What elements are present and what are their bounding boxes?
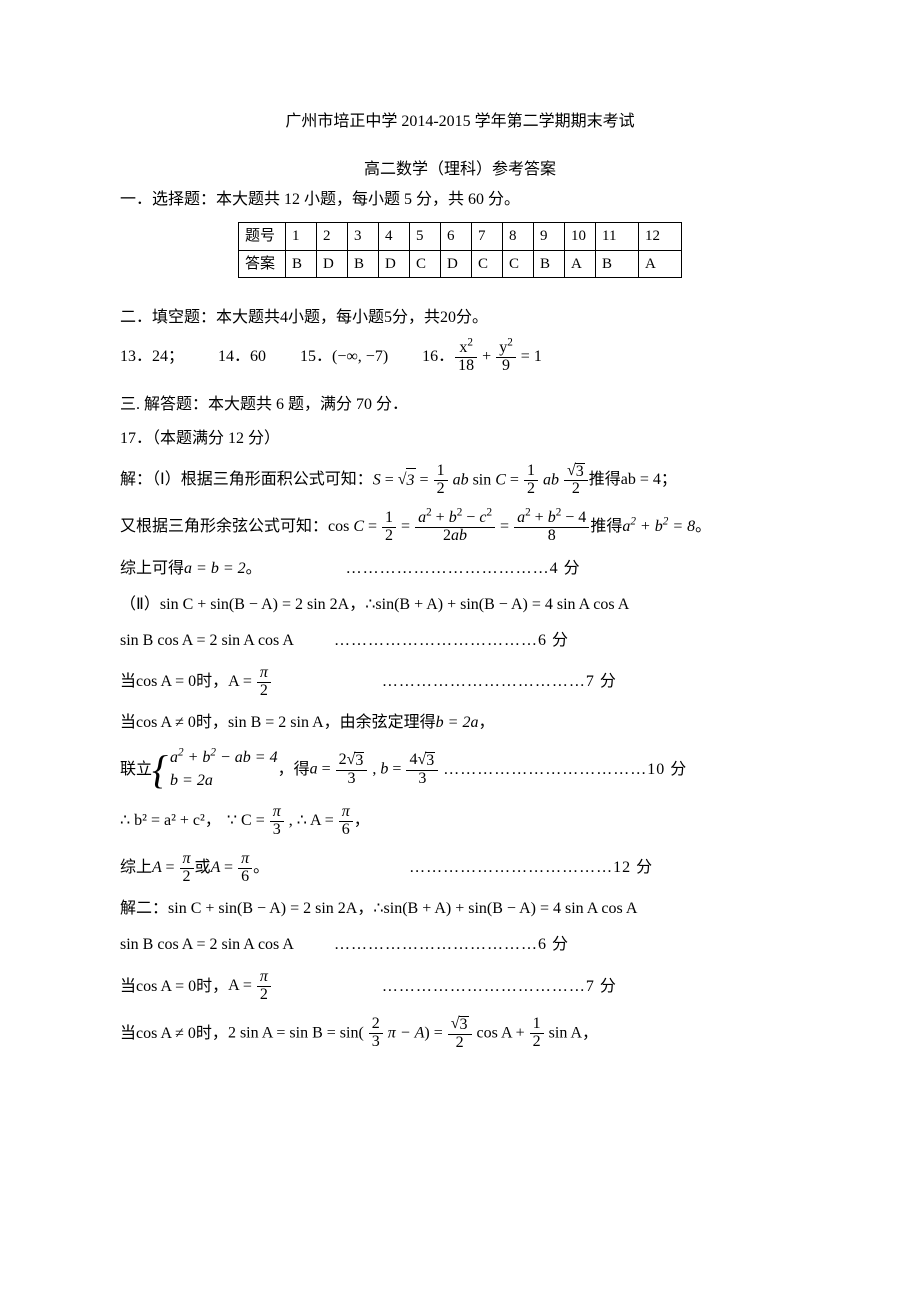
q17-sol2-line2: sin B cos A = 2 sin A cos A ………………………………… (120, 933, 800, 957)
section-3-heading: 三. 解答题：本大题共 6 题，满分 70 分． (120, 393, 800, 417)
q17-part2-case0: 当 cos A = 0 时， A = π2 ………………………………7 分 (120, 665, 800, 700)
row-label: 题号 (239, 223, 286, 251)
q17-sol2-last: 当 cos A ≠ 0 时， 2 sin A = sin B = sin( 23… (120, 1016, 800, 1052)
q14: 14．60 (218, 345, 266, 369)
score-4: ………………………………4 分 (346, 557, 581, 581)
score-12: ………………………………12 分 (409, 856, 653, 880)
q15: 15． (−∞, −7) (300, 345, 388, 369)
fill-answers-row: 13．24； 14．60 15． (−∞, −7) 16． x218 + y29… (120, 340, 800, 375)
page-title-2: 高二数学（理科）参考答案 (120, 158, 800, 182)
score-7: ………………………………7 分 (382, 670, 617, 694)
score-6b: ………………………………6 分 (334, 933, 569, 957)
document-page: 广州市培正中学 2014-2015 学年第二学期期末考试 高二数学（理科）参考答… (0, 0, 920, 1124)
score-7b: ………………………………7 分 (382, 975, 617, 999)
q17-part2-line1: （Ⅱ） sin C + sin(B − A) = 2 sin 2A ， ∴ si… (120, 593, 800, 617)
q17-part2-therefore: ∴ b² = a² + c² ， ∵ C = π3 , ∴ A = π6 ， (120, 804, 800, 839)
section-1-heading: 一．选择题：本大题共 12 小题，每小题 5 分，共 60 分。 (120, 188, 800, 212)
q17-header: 17．（本题满分 12 分） (120, 427, 800, 451)
q17-part2-conclusion: 综上 A = π2 或 A = π6 。 ………………………………12 分 (120, 851, 800, 886)
q16: 16． x218 + y29 = 1 (422, 340, 542, 375)
q17-part2-system: 联立 { a2 + b2 − ab = 4 b = 2a ，得 a = 2√33… (120, 747, 800, 792)
q17-part1-line2: 又根据三角形余弦公式可知： cos C = 12 = a2 + b2 − c22… (120, 510, 800, 545)
q17-part2-line2: sin B cos A = 2 sin A cos A ………………………………… (120, 629, 800, 653)
q17-sol2-case0: 当 cos A = 0 时， A = π2 ………………………………7 分 (120, 969, 800, 1004)
row-label: 答案 (239, 250, 286, 278)
page-title-1: 广州市培正中学 2014-2015 学年第二学期期末考试 (120, 110, 800, 134)
section-2-heading: 二．填空题：本大题共4小题，每小题5分，共20分。 (120, 306, 800, 330)
q17-part1-line3: 综上可得 a = b = 2 。 ………………………………4 分 (120, 557, 800, 581)
table-row: 题号 1 2 3 4 5 6 7 8 9 10 11 12 (239, 223, 682, 251)
q17-part2-casen0: 当 cos A ≠ 0 时， sin B = 2 sin A ，由余弦定理得 b… (120, 711, 800, 735)
q13: 13．24； (120, 345, 184, 369)
score-10: ………………………………10 分 (443, 758, 687, 782)
q17-part1-line1: 解：（Ⅰ）根据三角形面积公式可知： S = √3 = 12 ab sin C =… (120, 463, 800, 499)
table-row: 答案 B D B D C D C C B A B A (239, 250, 682, 278)
q17-sol2-line1: 解二： sin C + sin(B − A) = 2 sin 2A ， ∴ si… (120, 897, 800, 921)
answers-table: 题号 1 2 3 4 5 6 7 8 9 10 11 12 答案 B D B D… (238, 222, 682, 278)
score-6: ………………………………6 分 (334, 629, 569, 653)
